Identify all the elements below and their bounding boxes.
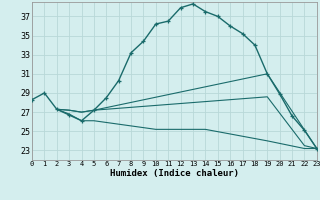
X-axis label: Humidex (Indice chaleur): Humidex (Indice chaleur) — [110, 169, 239, 178]
